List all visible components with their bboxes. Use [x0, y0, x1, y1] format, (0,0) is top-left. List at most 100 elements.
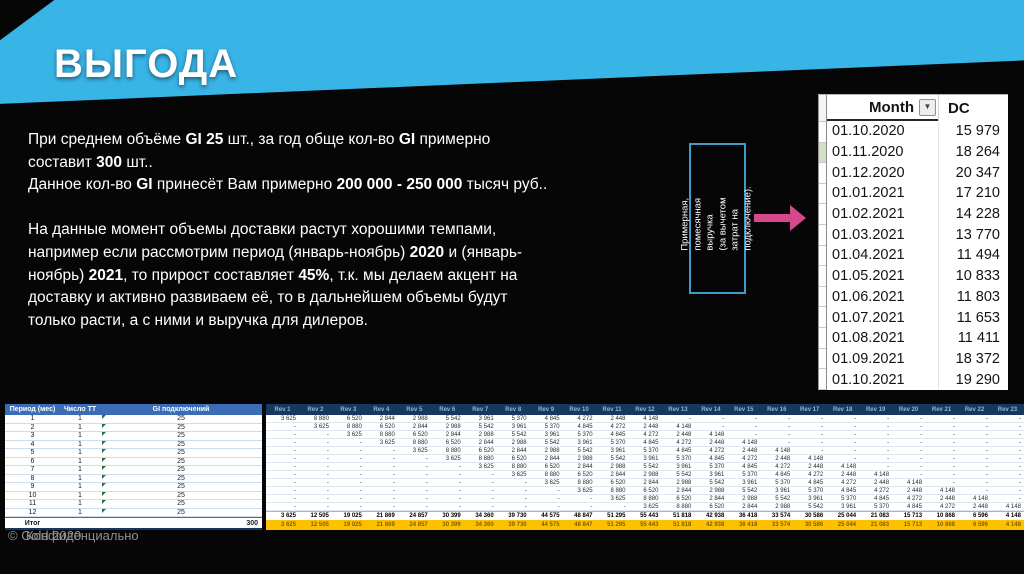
rev-cell: 4 272 — [742, 455, 758, 462]
table-row: 01.02.2021 14 228 — [827, 203, 1008, 225]
rev-cell: 2 988 — [643, 471, 659, 478]
table-row: - - - - - - - - - 3 625 8 880 6 520 2 844 2 988 5 542 3… — [266, 487, 1024, 495]
rev-cell: - — [425, 471, 428, 478]
month-cell: 01.06.2021 — [832, 288, 905, 305]
rev-cell: 4 272 — [643, 431, 659, 438]
text-line: На данные момент объемы доставки растут … — [28, 219, 673, 242]
green-indicator-icon — [102, 440, 106, 445]
month-cell: 01.03.2021 — [832, 226, 905, 243]
dc-cell: 11 494 — [938, 245, 1008, 266]
rev-cell: 5 370 — [874, 503, 890, 510]
monthly-rows: 01.10.2020 15 979 01.11.2020 18 264 01.12.20… — [827, 121, 1008, 390]
table-row: 01.04.2021 11 494 — [827, 245, 1008, 266]
rev-cell: - — [1018, 471, 1021, 478]
gi-cell: 25 — [100, 449, 262, 456]
rev-total-cell: 51 818 — [673, 513, 692, 519]
dc-cell: 18 264 — [938, 141, 1008, 163]
rev-highlight-cell: 34 360 — [475, 522, 494, 528]
rev-cell: - — [293, 495, 296, 502]
rev-cell: 6 520 — [709, 503, 725, 510]
rev-column-header: Rev 22 — [964, 406, 985, 413]
rev-cell: 4 272 — [907, 495, 923, 502]
rev-cell: - — [425, 503, 428, 510]
rev-cell: - — [491, 479, 494, 486]
rev-cell: - — [821, 415, 824, 422]
rev-table: Rev 1 Rev 2 Rev 3 Rev 4 Rev 5 Rev 6 Rev 7 Rev 8… — [266, 404, 1024, 530]
rev-cell: - — [293, 463, 296, 470]
tt-cell: 1 — [78, 440, 82, 448]
text-segment: , т.к. мы делаем акцент на — [329, 266, 518, 284]
rev-cell: - — [755, 415, 758, 422]
month-cell: 01.09.2021 — [832, 350, 905, 367]
period-cell: 2 — [30, 423, 35, 431]
rev-cell: - — [755, 423, 758, 430]
rev-cell: - — [326, 447, 329, 454]
rev-cell: - — [887, 423, 890, 430]
rev-cell: 4 845 — [577, 423, 593, 430]
dc-cell: 19 290 — [938, 369, 1008, 390]
table-row: 01.07.2021 11 653 — [827, 307, 1008, 328]
rev-cell: - — [788, 423, 791, 430]
rev-cell: - — [788, 439, 791, 446]
rev-cell: 3 961 — [511, 423, 527, 430]
rev-cell: 2 448 — [643, 423, 659, 430]
text-segment: 2021 — [88, 266, 124, 284]
rev-cell: 8 880 — [445, 447, 461, 454]
rev-cell: - — [821, 431, 824, 438]
text-segment: Данное кол-во — [28, 176, 137, 194]
rev-cell: 4 272 — [940, 503, 956, 510]
rev-cell: - — [788, 415, 791, 422]
rev-cell: - — [359, 495, 362, 502]
rev-total-cell: 21 869 — [376, 513, 395, 519]
month-cell: 01.01.2021 — [832, 185, 905, 202]
text-line — [28, 197, 673, 220]
table-row: 2 1 25 — [5, 423, 262, 432]
rev-cell: 6 520 — [643, 487, 659, 494]
rev-cell: 6 520 — [544, 463, 560, 470]
rev-cell: 8 880 — [379, 431, 395, 438]
rev-cell: 2 988 — [478, 431, 494, 438]
rev-cell: 4 845 — [709, 455, 725, 462]
rev-cell: 8 880 — [676, 503, 692, 510]
table-row: - - - - - - - - - - 3 625 8 880 6 520 2 844 2 988 5 542… — [266, 495, 1024, 503]
rev-highlight-cell: 30 399 — [442, 522, 461, 528]
table-row: - - - - - - - - - - - 3 625 8 880 6 520 2 844 2 988 5 54… — [266, 503, 1024, 511]
tt-cell: 1 — [78, 491, 82, 499]
filter-dropdown-icon[interactable]: ▼ — [919, 98, 936, 116]
rev-cell: - — [359, 487, 362, 494]
rev-cell: - — [953, 471, 956, 478]
rev-cell: - — [458, 471, 461, 478]
rev-cell: 2 988 — [610, 463, 626, 470]
rev-cell: - — [953, 479, 956, 486]
rev-cell: - — [1018, 415, 1021, 422]
rev-cell: - — [788, 431, 791, 438]
tt-col-header: Число ТТ — [63, 406, 97, 413]
rev-cell: - — [920, 439, 923, 446]
text-segment: 300 — [96, 153, 123, 171]
rev-cell: - — [854, 415, 857, 422]
rev-highlight-cell: 21 083 — [870, 522, 890, 528]
rev-cell: - — [392, 463, 395, 470]
rev-column-header: Rev 19 — [865, 406, 886, 413]
rev-highlight-cell: 39 730 — [508, 522, 527, 528]
text-line: доставку и активно развиваем её, то в да… — [28, 287, 673, 310]
rev-cell: 4 845 — [544, 415, 560, 422]
rev-cell: - — [392, 487, 395, 494]
tt-cell: 1 — [78, 415, 82, 423]
rev-cell: - — [326, 471, 329, 478]
rev-column-header: Rev 1 — [274, 406, 291, 413]
rev-cell: 6 520 — [577, 471, 593, 478]
gi-cell: 25 — [100, 474, 262, 482]
rev-cell: 4 845 — [775, 471, 791, 478]
gutter-cell — [819, 142, 826, 164]
rev-column-header: Rev 6 — [439, 406, 456, 413]
rev-cell: 5 542 — [775, 495, 791, 502]
period-col-header: Период (мес) — [9, 406, 56, 413]
period-cell: 10 — [28, 491, 37, 499]
rev-cell: - — [985, 479, 988, 486]
rev-cell: - — [920, 423, 923, 430]
text-segment: шт., за год обще кол-во — [223, 131, 399, 148]
rev-cell: - — [953, 439, 956, 446]
table-row: 12 1 25 — [5, 508, 262, 517]
rev-total-cell: 21 083 — [870, 513, 890, 519]
